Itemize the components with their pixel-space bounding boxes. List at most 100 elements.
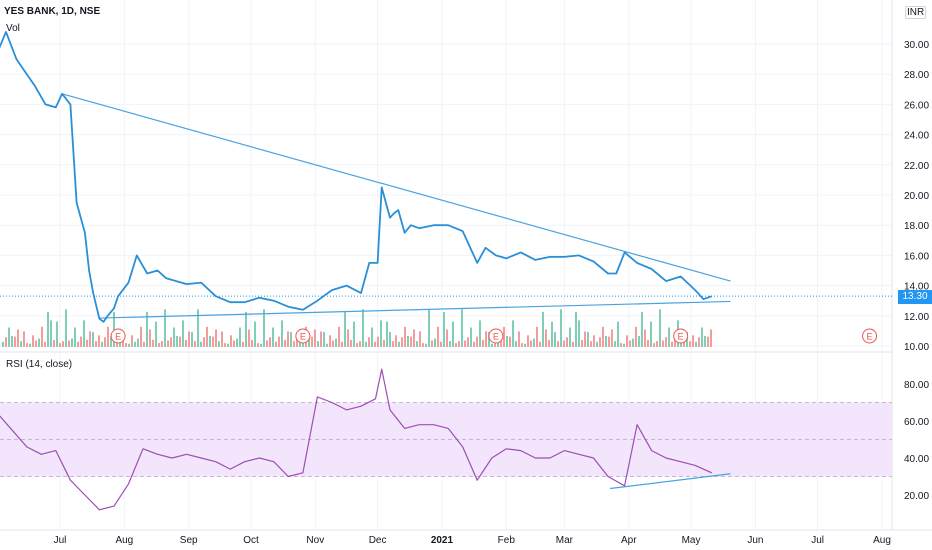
volume-bar	[434, 338, 436, 347]
volume-bar	[281, 320, 283, 347]
volume-bar	[194, 341, 196, 347]
volume-bar	[347, 329, 349, 347]
rsi-band	[0, 402, 892, 477]
volume-bar	[653, 343, 655, 347]
volume-bar	[158, 343, 160, 347]
volume-bar	[344, 311, 346, 347]
volume-bar	[587, 332, 589, 347]
volume-bar	[230, 335, 232, 347]
volume-bar	[215, 329, 217, 347]
earnings-marker-label: E	[493, 332, 499, 342]
volume-bar	[50, 320, 52, 347]
volume-bar	[314, 329, 316, 347]
volume-bar	[668, 327, 670, 347]
time-tick-label: Mar	[556, 535, 574, 546]
volume-bar	[11, 335, 13, 347]
volume-bar	[446, 329, 448, 347]
volume-bar	[350, 339, 352, 347]
volume-bar	[617, 321, 619, 347]
time-tick-label: Sep	[180, 535, 198, 546]
volume-bar	[209, 335, 211, 347]
volume-bar	[266, 340, 268, 347]
volume-bar	[233, 340, 235, 347]
volume-bar	[500, 337, 502, 347]
volume-bar	[176, 335, 178, 347]
volume-bar	[704, 335, 706, 347]
volume-bar	[167, 340, 169, 347]
volume-bar	[92, 332, 94, 347]
volume-bar	[245, 311, 247, 347]
volume-bar	[272, 327, 274, 347]
volume-bar	[275, 341, 277, 347]
volume-bar	[401, 337, 403, 347]
volume-bar	[671, 341, 673, 347]
x-axis: Jul Aug Sep Oct Nov Dec 2021 Feb Mar Apr May Jun Jul…	[54, 535, 891, 546]
volume-bar	[578, 320, 580, 347]
volume-bar	[317, 341, 319, 347]
price-trendline	[99, 300, 731, 319]
volume-bar	[341, 341, 343, 347]
volume-bar	[164, 309, 166, 347]
volume-bar	[383, 339, 385, 347]
volume-bar	[482, 339, 484, 347]
volume-bar	[629, 340, 631, 347]
earnings-marker-label: E	[115, 332, 121, 342]
time-tick-label: Aug	[115, 535, 133, 546]
volume-bar	[656, 341, 658, 347]
volume-bar	[86, 339, 88, 347]
volume-bar	[290, 332, 292, 347]
volume-bar	[74, 327, 76, 347]
volume-bar	[455, 343, 457, 347]
volume-bar	[65, 309, 67, 347]
volume-bar	[119, 341, 121, 347]
volume-bar	[458, 341, 460, 347]
volume-bar	[287, 331, 289, 347]
volume-bar	[182, 320, 184, 347]
volume-bar	[104, 337, 106, 347]
volume-bar	[650, 321, 652, 347]
volume-bar	[386, 321, 388, 347]
time-tick-label: Nov	[306, 535, 324, 546]
volume-bar	[596, 341, 598, 347]
price-tick-label: 10.00	[904, 342, 929, 353]
volume-bar	[248, 329, 250, 347]
volume-bar	[254, 321, 256, 347]
volume-bar	[137, 338, 139, 347]
volume-bar	[236, 338, 238, 347]
volume-bar	[593, 335, 595, 347]
volume-bar	[659, 309, 661, 347]
volume-bar	[95, 341, 97, 347]
volume-bar	[674, 336, 676, 347]
volume-bar	[374, 341, 376, 347]
currency-badge[interactable]: INR	[905, 6, 927, 19]
volume-bar	[398, 341, 400, 347]
volume-bar	[419, 331, 421, 347]
volume-bar	[68, 340, 70, 347]
last-price-label: 13.30	[898, 290, 932, 304]
volume-bar	[572, 341, 574, 347]
volume-bar	[125, 343, 127, 347]
volume-bar	[536, 326, 538, 347]
volume-bar	[452, 321, 454, 347]
volume-bar	[437, 326, 439, 347]
volume-bar	[605, 335, 607, 347]
rsi-trendline	[610, 473, 731, 490]
symbol-title: YES BANK, 1D, NSE	[4, 6, 101, 17]
volume-bar	[83, 320, 85, 347]
rsi-tick-label: 40.00	[904, 454, 929, 465]
volume-bar	[35, 340, 37, 347]
volume-bar	[461, 309, 463, 347]
volume-bar	[707, 336, 709, 347]
volume-bar	[338, 326, 340, 347]
volume-bar	[644, 329, 646, 347]
volume-bar	[191, 332, 193, 347]
volume-bar	[602, 326, 604, 347]
volume-bar	[329, 335, 331, 347]
volume-bar	[98, 335, 100, 347]
volume-bar	[590, 341, 592, 347]
volume-bar	[197, 309, 199, 347]
volume-bar	[440, 341, 442, 347]
volume-bars	[2, 309, 712, 347]
volume-bar	[554, 332, 556, 347]
volume-bar	[404, 326, 406, 347]
